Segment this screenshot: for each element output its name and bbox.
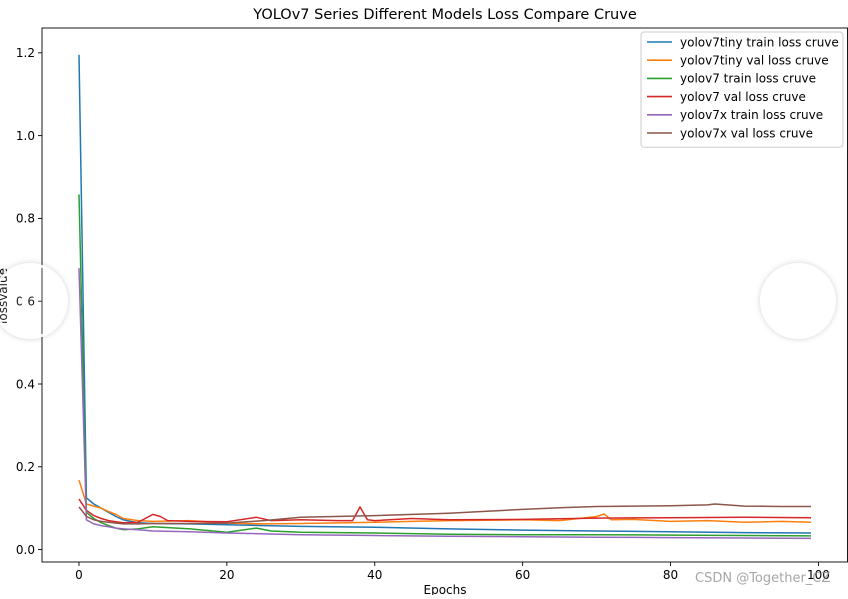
series-line-4 [78, 498, 812, 524]
chevron-right-icon [791, 284, 810, 318]
legend-label: yolov7tiny val loss cruve [680, 54, 829, 68]
series-line-2 [78, 479, 812, 525]
x-tick-label: 20 [219, 568, 234, 582]
y-tick-label: 1.0 [16, 129, 35, 143]
x-tick-label: 100 [807, 568, 830, 582]
legend-label: yolov7x train loss cruve [680, 108, 823, 122]
x-tick-label: 60 [515, 568, 530, 582]
y-tick-label: 0.2 [16, 460, 35, 474]
series-line-6 [78, 503, 811, 525]
y-tick-label: 0.4 [16, 377, 35, 391]
legend-label: yolov7x val loss cruve [680, 126, 813, 140]
x-tick-label: 80 [663, 568, 678, 582]
legend-box [640, 31, 844, 148]
series-line-5 [78, 268, 812, 540]
chevron-left-icon [18, 284, 37, 318]
y-tick-label: 1.2 [16, 46, 35, 60]
x-axis-label: Epochs [424, 583, 467, 595]
previous-image-button[interactable] [0, 263, 68, 339]
legend-label: yolov7 val loss cruve [680, 90, 806, 104]
next-image-button[interactable] [760, 263, 836, 339]
y-tick-label: 0.0 [16, 543, 35, 557]
chart-title: YOLOv7 Series Different Models Loss Comp… [252, 7, 637, 23]
legend-label: yolov7 train loss cruve [680, 72, 816, 86]
x-tick-label: 0 [75, 568, 83, 582]
x-tick-label: 40 [367, 568, 382, 582]
legend-label: yolov7tiny train loss cruve [680, 35, 839, 49]
y-tick-label: 0.8 [16, 212, 35, 226]
series-line-3 [78, 194, 812, 537]
watermark: CSDN @Together_CZ [695, 571, 831, 586]
